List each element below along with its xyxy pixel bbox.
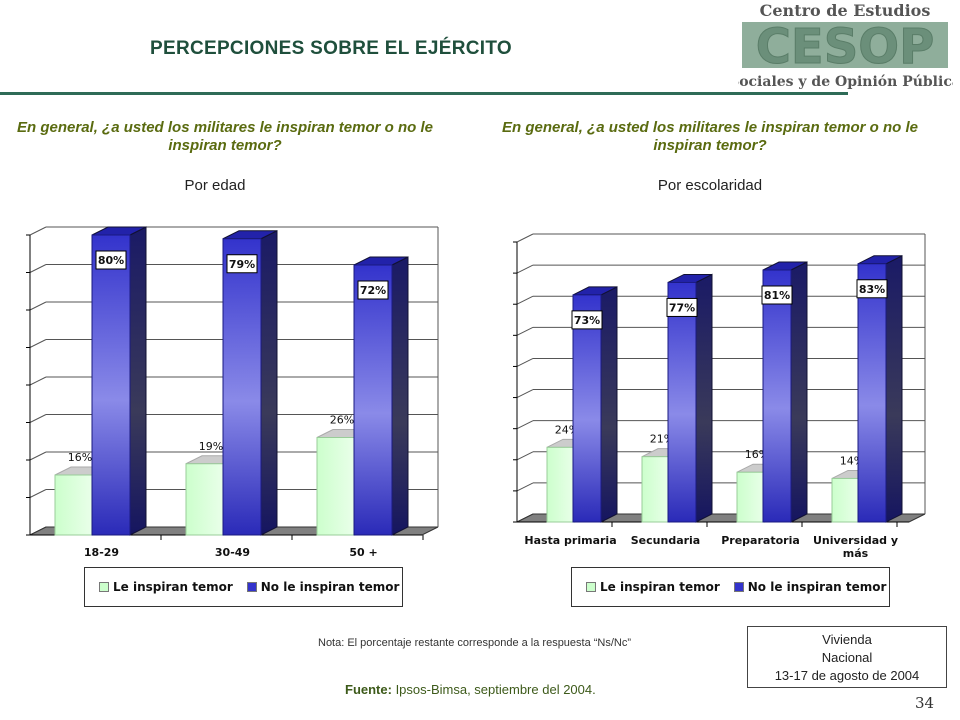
category-label: Universidad y [813, 534, 898, 547]
gridline-depth [516, 295, 534, 305]
value-label-dark: 77% [669, 301, 695, 314]
category-label: Hasta primaria [524, 534, 616, 547]
legend-right: Le inspiran temor No le inspiran temor [571, 567, 890, 607]
logo-mark-text: CESOP [756, 19, 935, 75]
gridline-depth [29, 301, 47, 311]
gridline-depth [516, 357, 534, 367]
gridline-depth [29, 226, 47, 236]
footnote: Nota: El porcentaje restante corresponde… [318, 637, 632, 649]
chart-por-escolaridad: 24%73%Hasta primaria21%77%Secundaria16%8… [513, 233, 926, 560]
value-label-light: 16% [68, 451, 92, 464]
value-label-box [666, 297, 698, 317]
gridline-depth [29, 376, 47, 386]
legend-left: Le inspiran temor No le inspiran temor [84, 567, 403, 607]
chart-por-edad: 16% 80% 18-29 19% 79% 30-49 26% 72% 50 + [26, 226, 439, 559]
legend-label: No le inspiran temor [260, 580, 400, 594]
bar-dark [91, 234, 131, 536]
gridline-depth [516, 482, 534, 492]
legend-label: No le inspiran temor [747, 580, 887, 594]
gridline-depth [516, 326, 534, 336]
category-label-line2: más [843, 547, 869, 560]
gridline-depth [29, 339, 47, 348]
value-label-box [226, 254, 258, 274]
gridline-depth [29, 451, 47, 461]
bar-dark-side [260, 229, 278, 536]
bar-dark-side [695, 273, 713, 523]
page-title: PERCEPCIONES SOBRE EL EJÉRCITO [150, 38, 512, 59]
legend-label: Le inspiran temor [600, 580, 720, 594]
gridline-depth [29, 414, 47, 423]
bar-light [831, 477, 861, 523]
value-label-box [95, 250, 127, 270]
source-text: Ipsos-Bimsa, septiembre del 2004. [391, 682, 596, 697]
bar-dark [857, 263, 887, 523]
survey-info-box: Vivienda Nacional 13-17 de agosto de 200… [747, 626, 947, 688]
bar-dark-side [790, 261, 808, 523]
value-label-box [571, 310, 603, 330]
bar-light [546, 446, 576, 523]
legend-swatch-light [586, 582, 596, 592]
value-label-dark: 83% [859, 283, 885, 296]
category-label: 30-49 [215, 546, 250, 559]
value-label-dark: 72% [360, 284, 386, 297]
category-label: Preparatoria [721, 534, 800, 547]
value-label-light: 26% [330, 414, 354, 427]
gridline-depth [29, 264, 47, 273]
legend-item-temor: Le inspiran temor [586, 580, 720, 594]
bar-light [185, 463, 225, 536]
value-label-box [761, 285, 793, 305]
cesop-logo: Centro de Estudios CESOP Sociales y de O… [738, 1, 953, 90]
source-line: Fuente: Ipsos-Bimsa, septiembre del 2004… [345, 682, 596, 697]
logo-bottom-text: Sociales y de Opinión Pública [738, 74, 953, 90]
bar-dark-side [129, 226, 147, 536]
right-subtitle: Por escolaridad [657, 177, 763, 194]
legend-swatch-dark [733, 582, 744, 592]
source-label: Fuente: [345, 682, 392, 697]
bar-dark [762, 269, 792, 523]
right-question: En general, ¿a usted los militares le in… [502, 119, 918, 154]
legend-item-temor: Le inspiran temor [99, 580, 233, 594]
page-number: 34 [915, 694, 935, 712]
bar-light [54, 474, 94, 536]
value-label-dark: 81% [764, 289, 790, 302]
logo-top-text: Centro de Estudios [760, 1, 931, 20]
gridline-depth [516, 389, 534, 399]
value-label-dark: 80% [98, 254, 124, 267]
value-label-dark: 73% [574, 314, 600, 327]
legend-item-no-temor: No le inspiran temor [246, 580, 400, 594]
bar-dark-side [600, 286, 618, 523]
category-label: 50 + [349, 546, 377, 559]
bar-light [641, 456, 671, 523]
left-subtitle: Por edad [184, 177, 246, 194]
bar-dark-side [885, 254, 903, 523]
gridline-depth [516, 451, 534, 461]
bar-dark [572, 294, 602, 523]
info-line-2: Nacional [821, 650, 873, 665]
bar-dark [353, 264, 393, 536]
category-label: 18-29 [84, 546, 119, 559]
legend-item-no-temor: No le inspiran temor [733, 580, 887, 594]
legend-swatch-light [99, 582, 109, 592]
info-line-3: 13-17 de agosto de 2004 [774, 668, 920, 683]
legend-label: Le inspiran temor [113, 580, 233, 594]
bar-light [316, 437, 356, 536]
gridline-depth [516, 233, 534, 243]
value-label-box [856, 279, 888, 299]
value-label-dark: 79% [229, 258, 255, 271]
bar-dark-side [391, 256, 409, 536]
gridline-depth [516, 420, 534, 430]
value-label-light: 19% [199, 440, 223, 453]
left-question: En general, ¿a usted los militares le in… [17, 119, 433, 154]
legend-swatch-dark [246, 582, 257, 592]
gridline-depth [29, 489, 47, 498]
category-label: Secundaria [631, 534, 700, 547]
bar-dark [667, 281, 697, 523]
value-label-box [357, 280, 389, 300]
bar-light [736, 471, 766, 523]
info-line-1: Vivienda [822, 632, 872, 647]
gridline-depth [516, 264, 534, 274]
bar-dark [222, 238, 262, 536]
header-rule [0, 92, 848, 95]
